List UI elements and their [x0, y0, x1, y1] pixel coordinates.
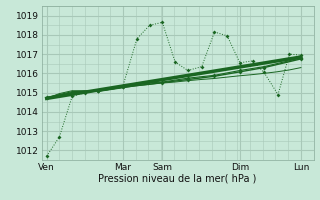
X-axis label: Pression niveau de la mer( hPa ): Pression niveau de la mer( hPa ) — [99, 173, 257, 183]
